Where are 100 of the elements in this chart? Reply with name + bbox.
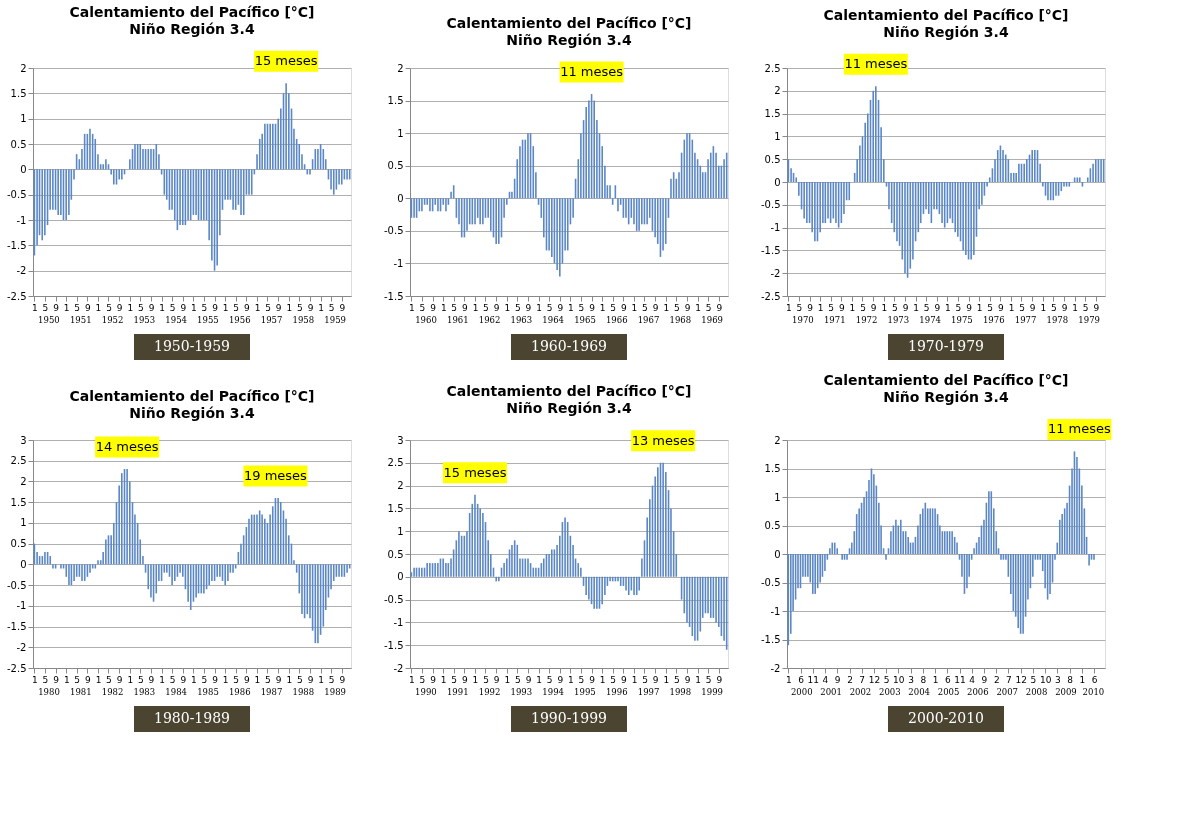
text: 1996 <box>605 687 628 697</box>
x-tick-label: 1 <box>286 674 293 685</box>
x-tick-label: 9 <box>462 302 469 313</box>
x-tick-label: 5 <box>610 302 617 313</box>
x-tick-label: 5 <box>1030 674 1037 685</box>
x-tick-label: 9 <box>493 674 500 685</box>
y-tick-label: -0.5 <box>383 225 404 237</box>
text: 1983 <box>133 687 156 697</box>
x-tick-label: 10 <box>1039 674 1052 685</box>
chart-subtitle: Niño Región 3.4 <box>129 20 255 37</box>
x-tick-label: 5 <box>169 674 176 685</box>
text: 2006 <box>967 687 989 697</box>
x-tick-label: 5 <box>233 674 240 685</box>
x-tick-label: 5 <box>1019 302 1025 313</box>
x-tick-label: 9 <box>275 302 282 313</box>
text: 1986 <box>228 687 251 697</box>
y-tick-label: -1 <box>16 600 27 612</box>
x-tick-label: 5 <box>796 302 803 313</box>
y-tick-label: -1 <box>16 214 27 226</box>
x-tick-label: 9 <box>1093 302 1100 313</box>
x-tick-label: 5 <box>265 302 271 313</box>
x-tick-label: 9 <box>621 302 627 313</box>
x-tick-label: 1 <box>913 302 919 313</box>
text: 1951 <box>69 315 92 325</box>
x-tick-label: 9 <box>116 674 123 685</box>
text: 1978 <box>1046 315 1069 325</box>
text: 1973 <box>887 315 910 325</box>
annotation: 11 meses <box>844 56 908 72</box>
text: 1995 <box>574 687 596 697</box>
x-tick-label: 7 <box>859 674 865 685</box>
x-tick-label: 5 <box>137 302 144 313</box>
x-tick-label: 5 <box>74 674 81 685</box>
y-tick-label: -1 <box>770 605 781 617</box>
text: 1980 <box>38 687 60 697</box>
x-tick-label: 5 <box>296 674 303 685</box>
x-tick-label: 11 <box>807 674 820 685</box>
y-tick-label: 1 <box>20 113 27 125</box>
text: 2004 <box>908 687 930 697</box>
x-tick-label: 1 <box>440 302 447 313</box>
y-tick-label: 3 <box>397 434 404 446</box>
x-tick-label: 5 <box>419 674 426 685</box>
x-tick-label: 9 <box>807 302 814 313</box>
x-tick-label: 12 <box>1015 674 1027 685</box>
x-tick-label: 9 <box>212 674 219 685</box>
x-tick-label: 9 <box>430 674 437 685</box>
x-tick-label: 9 <box>307 674 314 685</box>
y-tick-label: -1.5 <box>383 639 404 651</box>
x-tick-label: 1 <box>599 674 606 685</box>
chart-subtitle: Niño Región 3.4 <box>883 388 1009 405</box>
y-tick-label: 1 <box>20 517 27 529</box>
x-tick-label: 9 <box>493 302 500 313</box>
x-tick-label: 5 <box>201 674 208 685</box>
y-tick-label: 1 <box>774 130 781 142</box>
text: 1987 <box>260 687 283 697</box>
x-tick-label: 9 <box>244 674 250 685</box>
x-tick-label: 5 <box>514 302 521 313</box>
y-tick-label: 2 <box>774 85 781 97</box>
x-tick-label: 1 <box>536 674 542 685</box>
x-tick-label: 1 <box>568 302 574 313</box>
y-tick-label: 1 <box>397 127 404 139</box>
x-tick-label: 5 <box>1050 302 1057 313</box>
x-tick-label: 2 <box>847 674 853 685</box>
y-tick-label: -0.5 <box>6 579 27 591</box>
x-tick-label: 1 <box>817 302 824 313</box>
x-tick-label: 1 <box>472 674 479 685</box>
text: 1974 <box>919 315 941 325</box>
text: 2000 <box>790 687 813 697</box>
x-tick-label: 1 <box>932 674 939 685</box>
y-tick-label: 2.5 <box>10 455 27 467</box>
x-tick-label: 1 <box>695 674 701 685</box>
y-tick-label: 2 <box>397 62 404 74</box>
x-tick-label: 1 <box>95 674 102 685</box>
text: 1966 <box>605 315 628 325</box>
y-tick-label: -2.5 <box>6 662 27 674</box>
text: 1952 <box>101 315 124 325</box>
x-tick-label: 9 <box>966 302 973 313</box>
x-tick-label: 9 <box>684 674 691 685</box>
y-tick-label: -1.5 <box>6 239 27 251</box>
text: 1970 <box>792 315 814 325</box>
text: 1998 <box>669 687 692 697</box>
x-tick-label: 1 <box>849 302 856 313</box>
x-tick-label: 9 <box>148 674 155 685</box>
chart-subtitle: Niño Región 3.4 <box>883 23 1009 40</box>
y-tick-label: 3 <box>20 434 27 446</box>
x-tick-label: 9 <box>716 674 723 685</box>
text: 1968 <box>669 315 692 325</box>
x-tick-label: 9 <box>981 674 988 685</box>
x-tick-label: 1 <box>159 302 165 313</box>
x-tick-label: 5 <box>296 302 303 313</box>
x-tick-label: 9 <box>180 302 187 313</box>
x-tick-label: 4 <box>822 674 829 685</box>
x-tick-label: 5 <box>673 674 680 685</box>
x-tick-label: 10 <box>893 674 905 685</box>
x-tick-label: 5 <box>201 302 208 313</box>
y-tick-label: 1.5 <box>10 87 27 99</box>
x-tick-label: 1 <box>409 674 415 685</box>
x-tick-label: 1 <box>95 302 102 313</box>
x-tick-label: 9 <box>53 302 60 313</box>
y-tick-label: 1 <box>397 525 404 537</box>
x-tick-label: 5 <box>42 674 49 685</box>
